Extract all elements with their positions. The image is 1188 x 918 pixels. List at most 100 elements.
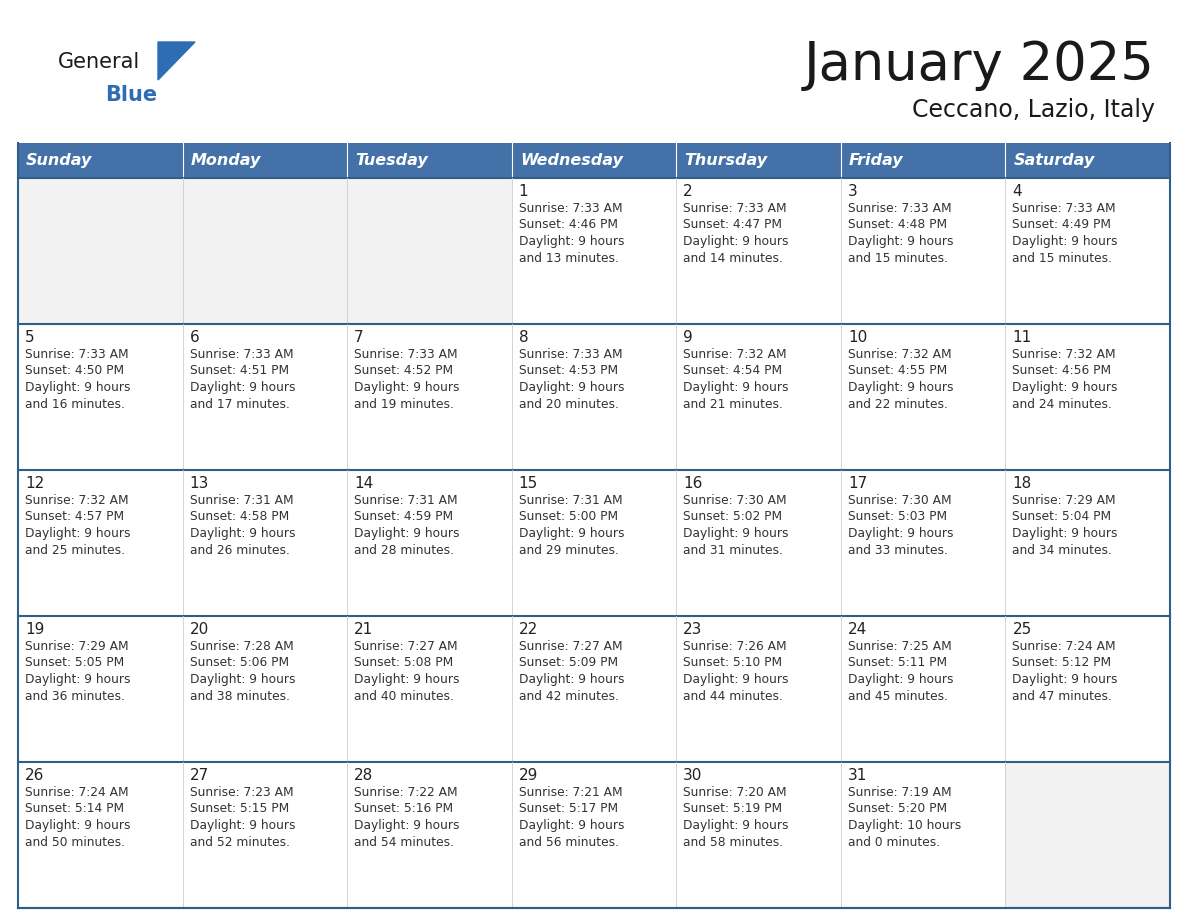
Bar [841,143,1005,178]
Bar [183,616,347,762]
Text: Daylight: 9 hours: Daylight: 9 hours [354,381,460,394]
Text: Sunrise: 7:33 AM: Sunrise: 7:33 AM [190,348,293,361]
Text: Sunset: 4:59 PM: Sunset: 4:59 PM [354,510,454,523]
Text: Sunset: 5:19 PM: Sunset: 5:19 PM [683,802,783,815]
Text: Daylight: 9 hours: Daylight: 9 hours [1012,381,1118,394]
Text: Sunrise: 7:26 AM: Sunrise: 7:26 AM [683,640,786,653]
Bar [841,324,1005,470]
Text: Daylight: 10 hours: Daylight: 10 hours [848,819,961,832]
Bar [183,470,347,616]
Text: Tuesday: Tuesday [355,153,428,168]
Text: and 21 minutes.: and 21 minutes. [683,397,783,410]
Text: Sunrise: 7:32 AM: Sunrise: 7:32 AM [848,348,952,361]
Text: Friday: Friday [849,153,904,168]
Text: Blue: Blue [105,85,157,105]
Text: 4: 4 [1012,184,1022,199]
Bar [347,616,512,762]
Bar [18,324,183,470]
Text: Thursday: Thursday [684,153,767,168]
Text: Sunset: 4:48 PM: Sunset: 4:48 PM [848,218,947,231]
Text: Sunset: 5:14 PM: Sunset: 5:14 PM [25,802,124,815]
Text: Sunrise: 7:33 AM: Sunrise: 7:33 AM [25,348,128,361]
Text: Daylight: 9 hours: Daylight: 9 hours [683,527,789,540]
Text: Daylight: 9 hours: Daylight: 9 hours [1012,673,1118,686]
Text: Sunrise: 7:32 AM: Sunrise: 7:32 AM [683,348,786,361]
Bar [183,178,347,324]
Text: Sunrise: 7:33 AM: Sunrise: 7:33 AM [354,348,457,361]
Bar [676,616,841,762]
Text: 17: 17 [848,476,867,491]
Text: 27: 27 [190,768,209,783]
Text: and 13 minutes.: and 13 minutes. [519,252,619,264]
Text: and 36 minutes.: and 36 minutes. [25,689,125,702]
Text: Daylight: 9 hours: Daylight: 9 hours [25,527,131,540]
Text: Sunset: 4:53 PM: Sunset: 4:53 PM [519,364,618,377]
Bar [1005,143,1170,178]
Text: and 44 minutes.: and 44 minutes. [683,689,783,702]
Text: and 50 minutes.: and 50 minutes. [25,835,125,848]
Text: and 19 minutes.: and 19 minutes. [354,397,454,410]
Text: Daylight: 9 hours: Daylight: 9 hours [848,381,953,394]
Text: Daylight: 9 hours: Daylight: 9 hours [683,819,789,832]
Text: 18: 18 [1012,476,1031,491]
Text: Saturday: Saturday [1013,153,1095,168]
Text: 8: 8 [519,330,529,345]
Text: 29: 29 [519,768,538,783]
Text: and 29 minutes.: and 29 minutes. [519,543,619,556]
Text: Sunrise: 7:31 AM: Sunrise: 7:31 AM [519,494,623,507]
Text: and 24 minutes.: and 24 minutes. [1012,397,1112,410]
Bar [18,178,183,324]
Bar [347,762,512,908]
Text: Sunset: 5:04 PM: Sunset: 5:04 PM [1012,510,1112,523]
Text: Sunrise: 7:22 AM: Sunrise: 7:22 AM [354,786,457,799]
Text: and 52 minutes.: and 52 minutes. [190,835,290,848]
Text: Sunrise: 7:21 AM: Sunrise: 7:21 AM [519,786,623,799]
Text: Sunset: 4:55 PM: Sunset: 4:55 PM [848,364,947,377]
Text: Daylight: 9 hours: Daylight: 9 hours [683,673,789,686]
Bar [676,178,841,324]
Text: 28: 28 [354,768,373,783]
Text: 3: 3 [848,184,858,199]
Text: Sunset: 5:10 PM: Sunset: 5:10 PM [683,656,783,669]
Text: 24: 24 [848,622,867,637]
Text: Sunrise: 7:28 AM: Sunrise: 7:28 AM [190,640,293,653]
Text: 1: 1 [519,184,529,199]
Bar [512,143,676,178]
Text: and 34 minutes.: and 34 minutes. [1012,543,1112,556]
Text: Daylight: 9 hours: Daylight: 9 hours [190,527,295,540]
Text: 5: 5 [25,330,34,345]
Text: Sunrise: 7:33 AM: Sunrise: 7:33 AM [519,348,623,361]
Bar [676,470,841,616]
Bar [512,616,676,762]
Bar [676,324,841,470]
Text: 16: 16 [683,476,702,491]
Text: 25: 25 [1012,622,1031,637]
Text: and 45 minutes.: and 45 minutes. [848,689,948,702]
Text: Daylight: 9 hours: Daylight: 9 hours [354,673,460,686]
Text: Sunset: 4:52 PM: Sunset: 4:52 PM [354,364,454,377]
Bar [347,143,512,178]
Bar [512,324,676,470]
Text: Sunrise: 7:24 AM: Sunrise: 7:24 AM [1012,640,1116,653]
Bar [347,470,512,616]
Text: Sunrise: 7:27 AM: Sunrise: 7:27 AM [354,640,457,653]
Text: 10: 10 [848,330,867,345]
Text: and 14 minutes.: and 14 minutes. [683,252,783,264]
Bar [676,143,841,178]
Bar [1005,178,1170,324]
Text: Sunset: 5:15 PM: Sunset: 5:15 PM [190,802,289,815]
Text: Sunrise: 7:33 AM: Sunrise: 7:33 AM [519,202,623,215]
Bar [841,616,1005,762]
Text: 31: 31 [848,768,867,783]
Bar [18,143,183,178]
Text: and 20 minutes.: and 20 minutes. [519,397,619,410]
Text: Sunset: 5:03 PM: Sunset: 5:03 PM [848,510,947,523]
Bar [1005,762,1170,908]
Text: 6: 6 [190,330,200,345]
Text: Daylight: 9 hours: Daylight: 9 hours [25,819,131,832]
Text: Daylight: 9 hours: Daylight: 9 hours [683,235,789,248]
Text: Sunset: 4:50 PM: Sunset: 4:50 PM [25,364,124,377]
Text: Daylight: 9 hours: Daylight: 9 hours [848,673,953,686]
Text: Sunrise: 7:24 AM: Sunrise: 7:24 AM [25,786,128,799]
Bar [841,178,1005,324]
